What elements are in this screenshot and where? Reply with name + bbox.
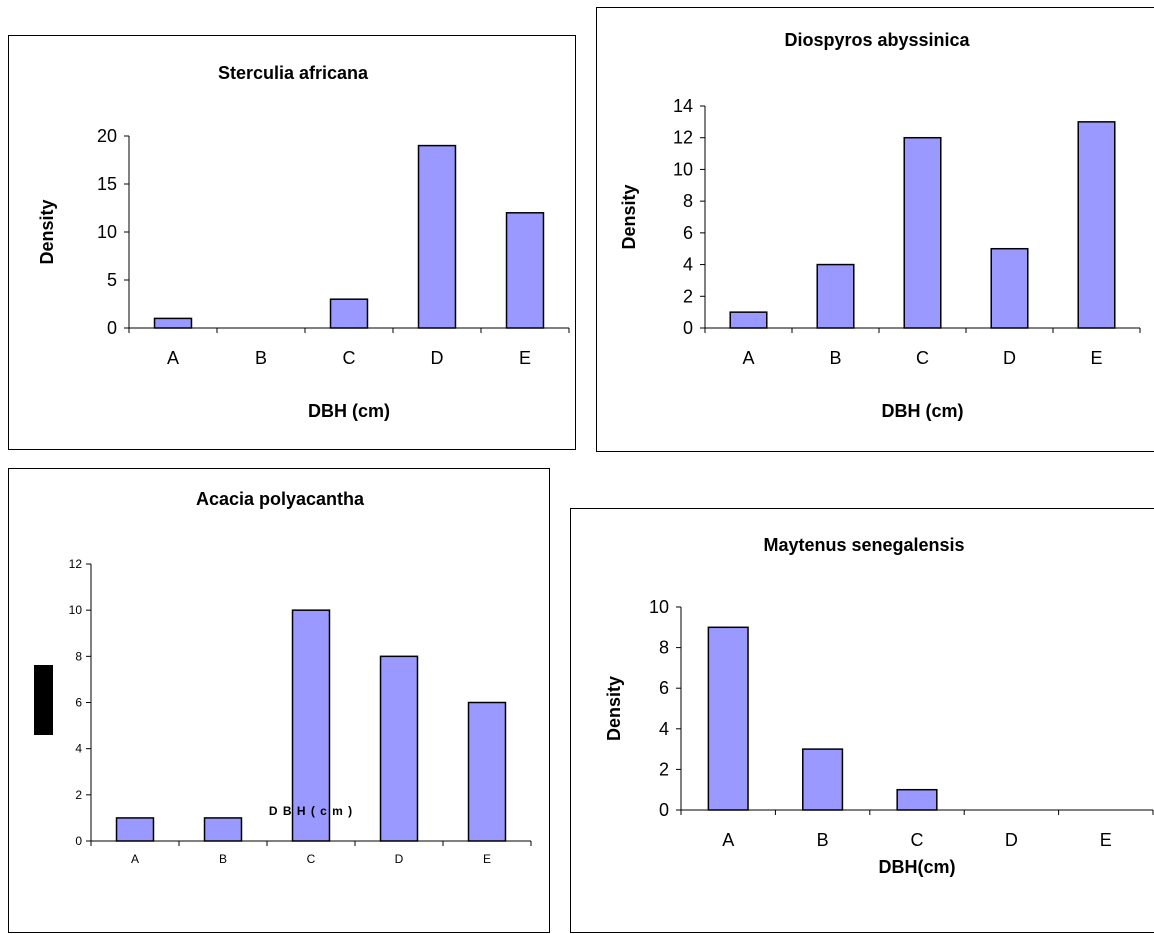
bar-b: [802, 748, 844, 811]
y-tick-label: 0: [75, 834, 82, 848]
x-tick-label: C: [343, 348, 356, 368]
y-tick-label: 4: [683, 255, 693, 275]
x-tick-label: E: [1100, 830, 1112, 850]
y-tick-label: 10: [97, 222, 117, 242]
y-tick-label: 8: [75, 649, 82, 663]
y-tick-label: 6: [659, 678, 669, 698]
x-tick-label: D: [431, 348, 444, 368]
bar-e: [1077, 121, 1116, 329]
bar-b: [816, 263, 855, 329]
bar-c: [329, 298, 369, 329]
chart-title: Acacia polyacantha: [196, 489, 365, 509]
y-axis-label: Density: [604, 676, 624, 741]
x-tick-label: A: [131, 852, 139, 866]
bar-e: [467, 701, 507, 842]
bar-b: [203, 817, 243, 842]
x-axis-label: DBH (cm): [308, 401, 390, 421]
y-tick-label: 12: [673, 128, 693, 148]
chart-maytenus: Maytenus senegalensis 0 2 4 6 8 10 A B C D E DBH(cm)…: [604, 535, 1154, 877]
bar-e: [505, 212, 545, 329]
y-tick-label: 10: [69, 603, 83, 617]
x-tick-label: E: [1090, 348, 1102, 368]
chart-panel-diospyros: Diospyros abyssinica 0 2 4 6 8 10 12 14 A B C D E DBH …: [596, 7, 1154, 452]
chart-sterculia: Sterculia africana 0 5 10 15 20 A B C D E DBH (cm) D…: [37, 63, 570, 421]
y-tick-label: 20: [97, 126, 117, 146]
y-tick-label: 6: [75, 696, 82, 710]
y-axis-label: Density: [619, 184, 639, 249]
x-axis-label: DBH (cm): [881, 401, 963, 421]
y-tick-label: 0: [107, 318, 117, 338]
x-tick-label: D: [1005, 830, 1018, 850]
x-tick-label: B: [255, 348, 267, 368]
x-tick-label: D: [1003, 348, 1016, 368]
bar-d: [990, 247, 1029, 329]
chart-title: Maytenus senegalensis: [763, 535, 964, 555]
chart-panel-acacia: Acacia polyacantha 0 2 4 6 8 10 12 A B C D E D B H ( …: [8, 468, 550, 933]
x-tick-label: E: [519, 348, 531, 368]
x-tick-label: B: [829, 348, 841, 368]
y-tick-label: 4: [659, 719, 669, 739]
y-tick-label: 8: [683, 191, 693, 211]
bar-d: [417, 144, 457, 329]
y-tick-label: 10: [649, 597, 669, 617]
bar-c: [903, 136, 942, 329]
x-tick-label: B: [219, 852, 227, 866]
y-tick-label: 0: [683, 318, 693, 338]
x-tick-label: E: [483, 852, 491, 866]
redaction-box: [34, 665, 53, 735]
y-tick-label: 4: [75, 742, 82, 756]
y-tick-label: 8: [659, 638, 669, 658]
y-axis-label: Density: [37, 199, 57, 264]
y-tick-label: 5: [107, 270, 117, 290]
x-tick-label: A: [167, 348, 179, 368]
bar-a: [729, 311, 768, 329]
x-axis-label: DBH(cm): [878, 857, 955, 877]
chart-diospyros: Diospyros abyssinica 0 2 4 6 8 10 12 14 A B C D E DBH …: [619, 30, 1141, 421]
y-tick-label: 2: [659, 759, 669, 779]
y-tick-label: 15: [97, 174, 117, 194]
y-tick-label: 12: [69, 557, 83, 571]
y-tick-label: 2: [683, 286, 693, 306]
y-tick-label: 0: [659, 800, 669, 820]
x-tick-label: C: [911, 830, 924, 850]
chart-title: Diospyros abyssinica: [784, 30, 970, 50]
y-tick-label: 14: [673, 96, 693, 116]
y-tick-label: 2: [75, 788, 82, 802]
x-tick-label: A: [722, 830, 734, 850]
x-tick-label: C: [916, 348, 929, 368]
x-axis-label: D B H ( c m ): [269, 804, 353, 818]
y-tick-label: 10: [673, 159, 693, 179]
bar-a: [707, 626, 749, 811]
bar-c: [896, 788, 938, 811]
x-tick-label: B: [817, 830, 829, 850]
chart-panel-sterculia: Sterculia africana 0 5 10 15 20 A B C D E DBH (cm) D…: [8, 35, 576, 450]
y-tick-label: 6: [683, 223, 693, 243]
x-tick-label: A: [742, 348, 754, 368]
x-tick-label: C: [307, 852, 316, 866]
x-tick-label: D: [395, 852, 404, 866]
chart-acacia: Acacia polyacantha 0 2 4 6 8 10 12 A B C D E D B H ( …: [69, 489, 532, 866]
bar-c: [291, 609, 331, 842]
chart-panel-maytenus: Maytenus senegalensis 0 2 4 6 8 10 A B C D E DBH(cm)…: [570, 508, 1154, 933]
chart-title: Sterculia africana: [218, 63, 369, 83]
bar-a: [153, 317, 193, 329]
bar-a: [115, 817, 155, 842]
bar-d: [379, 655, 419, 842]
